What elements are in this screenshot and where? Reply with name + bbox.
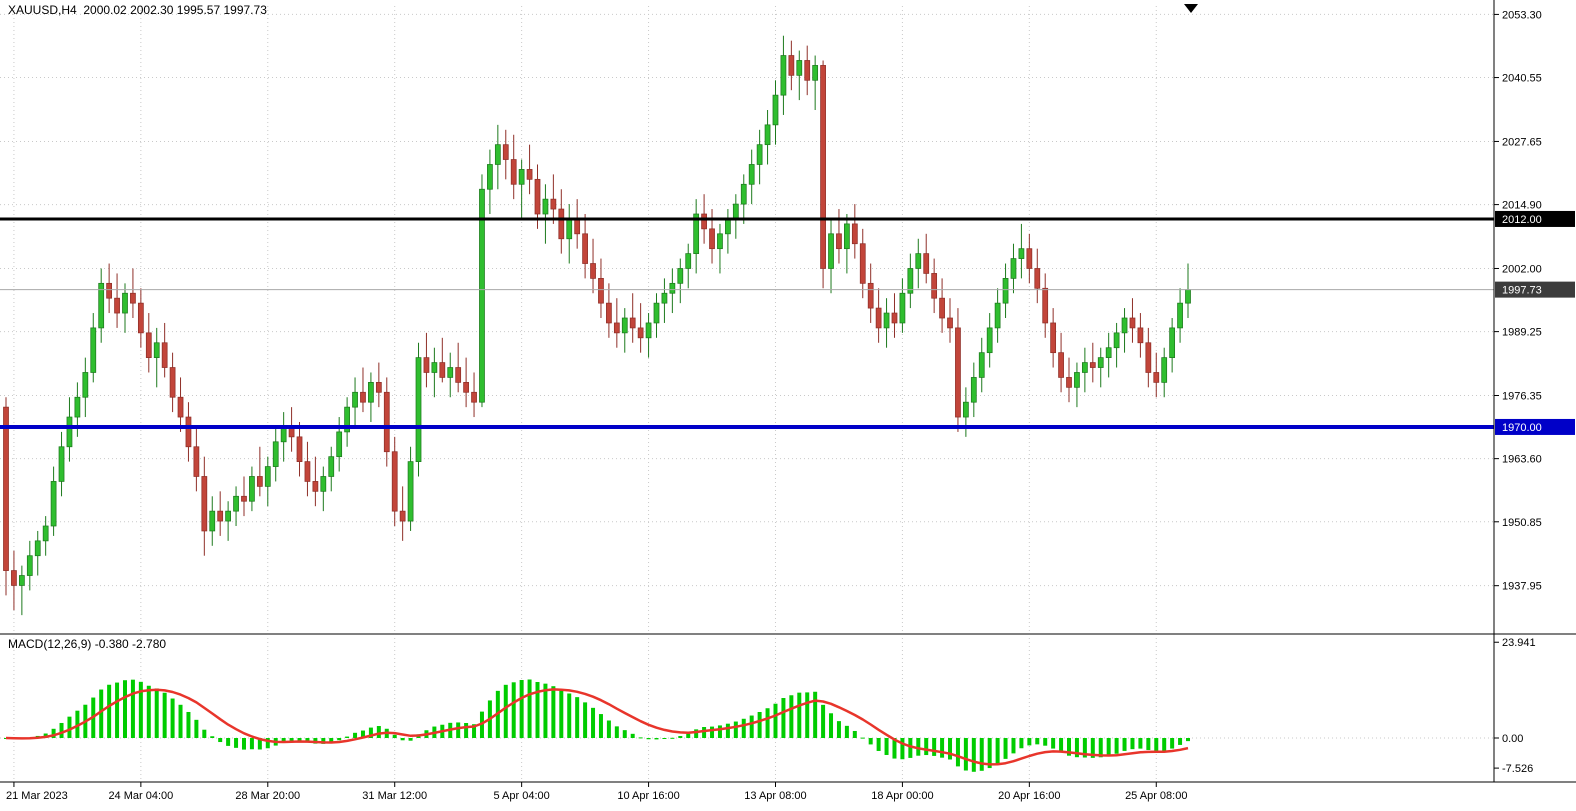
svg-text:0.00: 0.00 — [1502, 733, 1523, 745]
svg-text:13 Apr 08:00: 13 Apr 08:00 — [744, 790, 806, 802]
svg-text:25 Apr 08:00: 25 Apr 08:00 — [1125, 790, 1187, 802]
svg-text:1963.60: 1963.60 — [1502, 454, 1542, 466]
svg-text:2012.00: 2012.00 — [1502, 214, 1542, 226]
svg-text:23.941: 23.941 — [1502, 637, 1536, 649]
svg-text:20 Apr 16:00: 20 Apr 16:00 — [998, 790, 1060, 802]
svg-text:10 Apr 16:00: 10 Apr 16:00 — [617, 790, 679, 802]
macd-indicator-readout: MACD(12,26,9) -0.380 -2.780 — [8, 637, 167, 651]
svg-text:2053.30: 2053.30 — [1502, 9, 1542, 21]
svg-text:31 Mar 12:00: 31 Mar 12:00 — [362, 790, 427, 802]
svg-text:21 Mar 2023: 21 Mar 2023 — [6, 790, 68, 802]
svg-text:-7.526: -7.526 — [1502, 763, 1533, 775]
time-axis[interactable] — [0, 782, 1576, 811]
svg-text:2040.55: 2040.55 — [1502, 73, 1542, 85]
svg-text:2014.90: 2014.90 — [1502, 200, 1542, 212]
svg-text:1976.35: 1976.35 — [1502, 391, 1542, 403]
svg-text:1997.73: 1997.73 — [1502, 285, 1542, 297]
symbol-timeframe-ohlc-readout: XAUUSD,H4 2000.02 2002.30 1995.57 1997.7… — [8, 3, 267, 17]
svg-text:24 Mar 04:00: 24 Mar 04:00 — [108, 790, 173, 802]
svg-text:1989.25: 1989.25 — [1502, 327, 1542, 339]
svg-text:1937.95: 1937.95 — [1502, 581, 1542, 593]
svg-text:28 Mar 20:00: 28 Mar 20:00 — [235, 790, 300, 802]
price-axis[interactable] — [1494, 0, 1576, 782]
svg-text:2027.65: 2027.65 — [1502, 136, 1542, 148]
svg-text:5 Apr 04:00: 5 Apr 04:00 — [493, 790, 549, 802]
chart-shift-marker-icon[interactable] — [1184, 4, 1198, 13]
svg-text:1970.00: 1970.00 — [1502, 422, 1542, 434]
svg-text:2002.00: 2002.00 — [1502, 263, 1542, 275]
svg-text:1950.85: 1950.85 — [1502, 517, 1542, 529]
svg-text:18 Apr 00:00: 18 Apr 00:00 — [871, 790, 933, 802]
